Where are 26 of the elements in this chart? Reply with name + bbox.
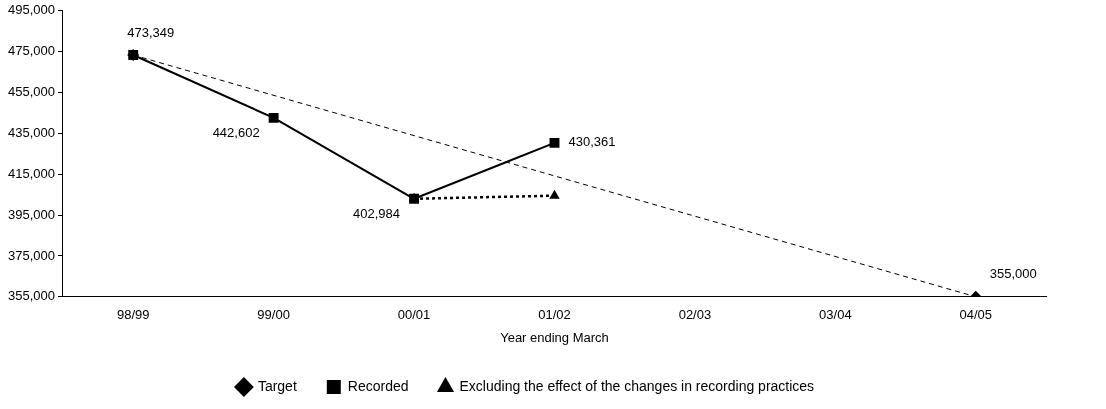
- x-tick-label: 04/05: [959, 307, 993, 323]
- data-label: 430,361: [568, 134, 616, 150]
- legend-label: Target: [257, 377, 297, 394]
- x-tick-label: 98/99: [116, 307, 150, 323]
- y-tick-label: 475,000: [7, 43, 55, 59]
- y-tick-label: 435,000: [7, 124, 55, 140]
- x-axis-title: Year ending March: [500, 329, 609, 345]
- data-label: 402,984: [353, 206, 401, 222]
- y-tick-label: 355,000: [7, 288, 55, 304]
- y-tick-label: 455,000: [7, 84, 55, 100]
- data-label: 473,349: [127, 24, 175, 40]
- x-tick-label: 01/02: [538, 307, 571, 323]
- point: [549, 137, 560, 148]
- x-tick-label: 02/03: [678, 307, 712, 323]
- x-tick-label: 00/01: [397, 307, 431, 323]
- data-label: 355,000: [989, 266, 1037, 282]
- y-tick-label: 495,000: [7, 2, 55, 18]
- point: [268, 112, 279, 123]
- y-tick-label: 375,000: [7, 247, 55, 263]
- data-label: 442,602: [212, 125, 260, 141]
- legend-label: Recorded: [347, 377, 409, 394]
- y-tick-label: 395,000: [7, 206, 55, 222]
- x-tick-label: 99/00: [257, 307, 290, 323]
- y-tick-label: 415,000: [7, 165, 55, 181]
- legend-label: Excluding the effect of the changes in recording practices: [459, 377, 815, 394]
- x-tick-label: 03/04: [819, 307, 852, 323]
